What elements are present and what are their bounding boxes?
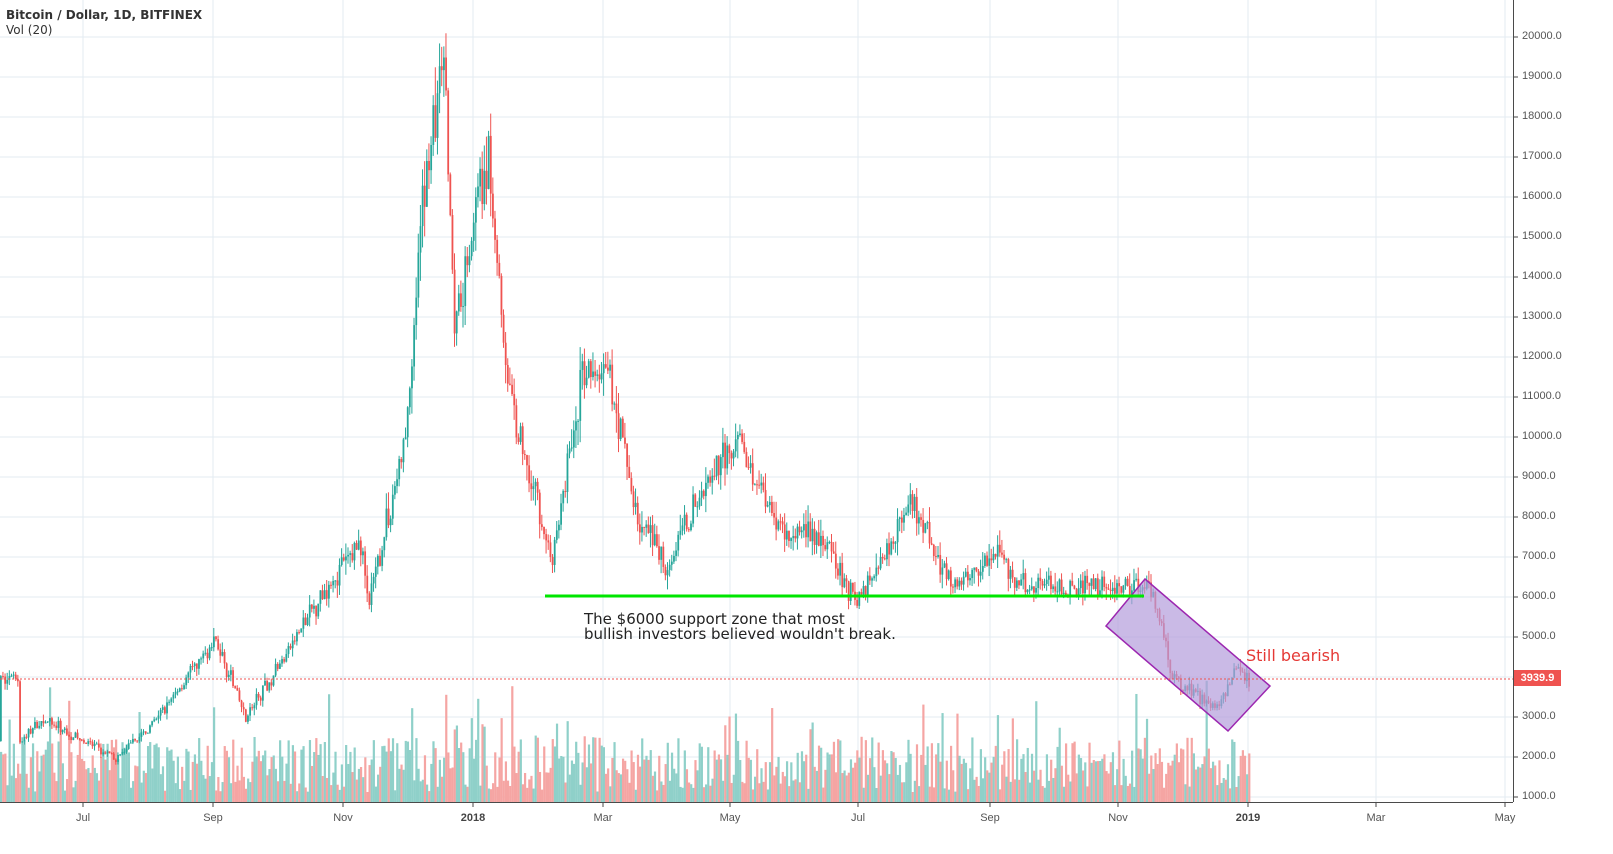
time-tick-label: 2019: [1235, 812, 1261, 824]
chart-grid: [0, 0, 1513, 802]
price-tick-label: 9000.0: [1522, 470, 1556, 482]
time-tick-label: 2018: [460, 812, 486, 824]
price-tick-label: 14000.0: [1522, 270, 1562, 282]
support-annotation-text[interactable]: The $6000 support zone that most bullish…: [584, 612, 896, 642]
price-tick-label: 3000.0: [1522, 710, 1556, 722]
symbol-title[interactable]: Bitcoin / Dollar, 1D, BITFINEX: [6, 8, 203, 22]
price-axis-ticks: [1513, 36, 1518, 798]
price-tick-label: 8000.0: [1522, 510, 1556, 522]
time-axis-ticks: [82, 802, 1506, 807]
price-tick-label: 17000.0: [1522, 150, 1562, 162]
time-tick-label: Nov: [1108, 812, 1128, 824]
time-tick-label: Sep: [203, 812, 223, 824]
last-price-badge: 3939.9: [1514, 670, 1561, 686]
price-tick-label: 12000.0: [1522, 350, 1562, 362]
time-tick-label: May: [1494, 812, 1516, 824]
still-bearish-label[interactable]: Still bearish: [1246, 646, 1341, 665]
price-tick-label: 13000.0: [1522, 310, 1562, 322]
volume-bars: [0, 680, 1251, 802]
time-tick-label: Nov: [333, 812, 353, 824]
price-tick-label: 2000.0: [1522, 750, 1556, 762]
price-tick-label: 10000.0: [1522, 430, 1562, 442]
support-annotation-line-2: bullish investors believed wouldn't brea…: [584, 625, 896, 643]
time-tick-label: Sep: [980, 812, 1000, 824]
time-tick-label: Jul: [75, 812, 91, 824]
price-tick-label: 7000.0: [1522, 550, 1556, 562]
time-tick-label: Mar: [593, 812, 613, 824]
price-tick-label: 15000.0: [1522, 230, 1562, 242]
candlesticks: [0, 33, 1250, 765]
chart-legend: Bitcoin / Dollar, 1D, BITFINEX Vol (20): [6, 8, 202, 38]
price-tick-label: 20000.0: [1522, 30, 1562, 42]
price-tick-label: 11000.0: [1522, 390, 1561, 402]
price-tick-label: 5000.0: [1522, 630, 1556, 642]
time-tick-label: Jul: [850, 812, 866, 824]
price-tick-label: 16000.0: [1522, 190, 1562, 202]
price-tick-label: 19000.0: [1522, 70, 1562, 82]
bearish-channel-drawing[interactable]: [1104, 577, 1272, 733]
volume-indicator-label[interactable]: Vol (20): [6, 23, 53, 37]
support-annotation-line-1: The $6000 support zone that most: [584, 610, 845, 628]
price-tick-label: 18000.0: [1522, 110, 1562, 122]
price-tick-label: 1000.0: [1522, 790, 1556, 802]
time-tick-label: May: [719, 812, 741, 824]
price-tick-label: 6000.0: [1522, 590, 1556, 602]
time-tick-label: Mar: [1366, 812, 1386, 824]
